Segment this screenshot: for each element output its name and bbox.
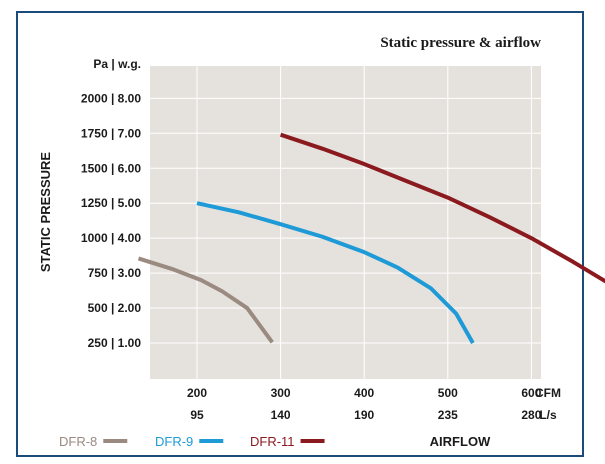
legend-label-dfr-11: DFR-11 bbox=[250, 434, 295, 449]
series-line-dfr-11 bbox=[279, 132, 605, 284]
x-tick-label-cfm: 500 bbox=[438, 386, 458, 400]
y-tick-label: 2000 | 8.00 bbox=[81, 91, 141, 105]
x-tick-label-cfm: 200 bbox=[187, 386, 207, 400]
x-tick-label-ls: 280 bbox=[521, 408, 541, 422]
y-tick-label: 750 | 3.00 bbox=[88, 266, 142, 280]
series-line-dfr-9 bbox=[196, 201, 475, 344]
y-axis-title: STATIC PRESSURE bbox=[38, 152, 53, 272]
x-tick-label-ls: 140 bbox=[271, 408, 291, 422]
x-tick-label-cfm: 400 bbox=[354, 386, 374, 400]
x-unit-ls: L/s bbox=[539, 408, 557, 422]
x-tick-label-ls: 95 bbox=[190, 408, 204, 422]
series-line-dfr-8 bbox=[137, 256, 274, 344]
x-unit-cfm: CFM bbox=[535, 386, 561, 400]
chart-title: Static pressure & airflow bbox=[380, 35, 541, 51]
plot-area bbox=[150, 66, 541, 379]
legend-label-dfr-8: DFR-8 bbox=[59, 434, 97, 449]
x-tick-label-ls: 235 bbox=[438, 408, 458, 422]
x-tick-label-ls: 190 bbox=[354, 408, 374, 422]
x-axis-title: AIRFLOW bbox=[430, 434, 491, 449]
y-tick-label: 250 | 1.00 bbox=[88, 336, 142, 350]
y-tick-label: 1250 | 5.00 bbox=[81, 196, 141, 210]
y-tick-label: 1750 | 7.00 bbox=[81, 126, 141, 140]
y-tick-label: 1000 | 4.00 bbox=[81, 231, 141, 245]
x-tick-label-cfm: 600 bbox=[521, 386, 541, 400]
legend-label-dfr-9: DFR-9 bbox=[155, 434, 193, 449]
y-unit-label: Pa | w.g. bbox=[93, 57, 141, 71]
x-tick-label-cfm: 300 bbox=[271, 386, 291, 400]
y-tick-label: 1500 | 6.00 bbox=[81, 161, 141, 175]
y-tick-label: 500 | 2.00 bbox=[88, 301, 142, 315]
